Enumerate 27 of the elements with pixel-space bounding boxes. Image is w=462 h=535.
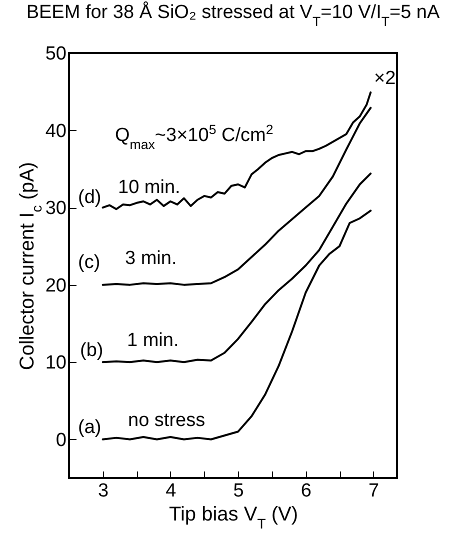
- x-tick-label: 6: [300, 480, 312, 502]
- y-tick-label: 50: [45, 44, 66, 64]
- annotation: no stress: [128, 410, 206, 431]
- line-series: [102, 172, 372, 364]
- y-tick-label: 30: [45, 198, 66, 220]
- line-series: [102, 210, 372, 440]
- y-tick-label: 0: [56, 430, 66, 451]
- annotation: (d): [78, 187, 102, 208]
- chart-title: BEEM for 38 Å SiO₂ stressed at V$_{T}$=10 V/I$_{T}$=5 nA: [26, 1, 440, 28]
- annotation: 10 min.: [118, 177, 180, 198]
- line-series: [102, 91, 372, 210]
- x-axis-title: Tip bias V$_{T}$ (V): [169, 504, 298, 532]
- line-series: [102, 106, 372, 286]
- annotation: (c): [78, 252, 100, 273]
- annotation: (a): [78, 417, 102, 438]
- x-tick-label: 3: [98, 480, 109, 502]
- y-tick-label: 10: [45, 352, 66, 374]
- y-tick-label: 40: [45, 120, 66, 142]
- x-tick-label: 4: [166, 480, 177, 502]
- x-tick-label: 5: [233, 480, 244, 502]
- y-tick-label: 20: [45, 275, 66, 296]
- annotation: Q$_{max}$~3×10$^{5}$ C/cm$^{2}$: [115, 122, 274, 152]
- x-tick-label: 7: [368, 480, 380, 502]
- annotation: 3 min.: [125, 248, 177, 269]
- annotation: ×2: [374, 68, 396, 89]
- annotation: 1 min.: [127, 330, 179, 351]
- annotation: (b): [80, 340, 104, 361]
